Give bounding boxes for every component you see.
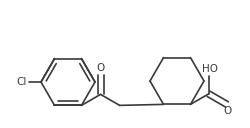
Text: O: O <box>223 106 231 116</box>
Text: O: O <box>96 63 104 73</box>
Text: Cl: Cl <box>16 77 27 87</box>
Text: HO: HO <box>201 64 217 74</box>
